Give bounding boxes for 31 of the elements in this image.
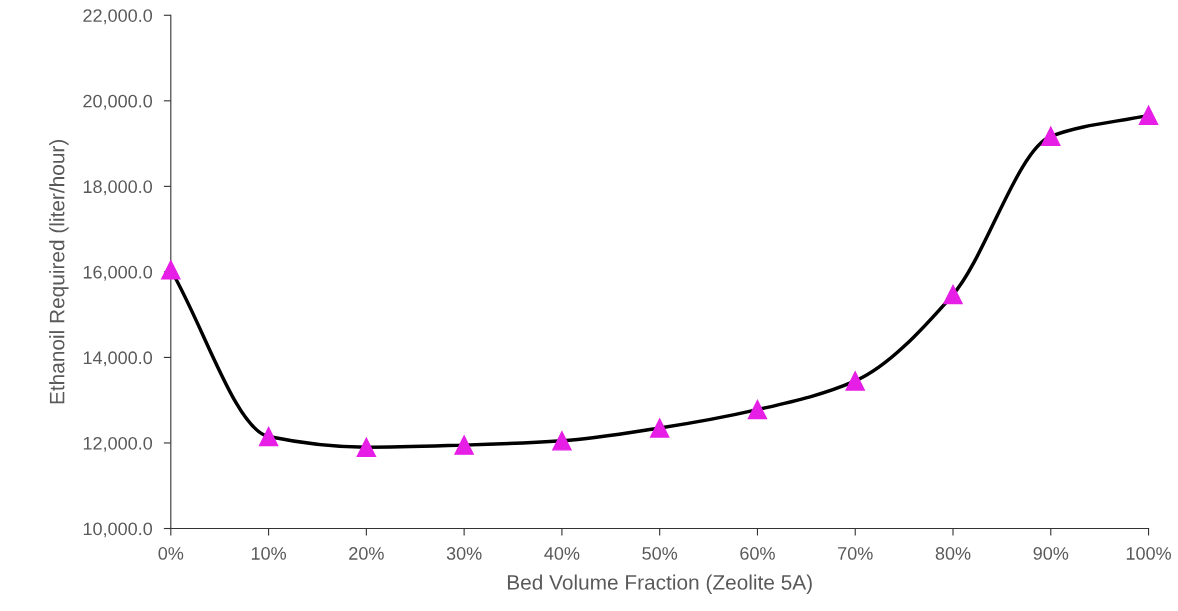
point: [1138, 105, 1159, 126]
y-tick-label: 20,000.0: [83, 94, 153, 110]
x-tick-label: 40%: [544, 547, 580, 560]
y-tick-label: 22,000.0: [83, 9, 153, 25]
x-tick-label: 90%: [1033, 547, 1069, 560]
x-tick-label: 50%: [642, 547, 678, 560]
point: [747, 399, 768, 420]
y-tick-label: 12,000.0: [83, 436, 153, 452]
x-tick-label: 100%: [1126, 547, 1171, 560]
x-tick-label: 10%: [251, 547, 287, 560]
point: [649, 418, 670, 438]
point: [258, 426, 279, 447]
point: [1041, 126, 1061, 147]
x-tick-label: 30%: [446, 547, 482, 560]
x-axis-title: Bed Volume Fraction (Zeolite 5A): [507, 574, 812, 594]
x-tick-label: 70%: [838, 547, 873, 560]
point: [552, 431, 572, 451]
x-tick-label: 80%: [935, 547, 971, 560]
point: [845, 371, 865, 391]
point: [454, 435, 474, 455]
point: [943, 284, 963, 305]
y-axis-title: Ethanoil Required (liter/hour): [49, 140, 69, 404]
x-tick-label: 0%: [158, 547, 184, 560]
point: [161, 260, 181, 280]
y-tick-label: 10,000.0: [83, 522, 153, 538]
point: [356, 437, 377, 457]
x-tick-label: 20%: [349, 547, 384, 560]
y-tick-label: 18,000.0: [83, 180, 153, 196]
x-tick-label: 60%: [740, 547, 775, 560]
y-tick-label: 16,000.0: [83, 265, 153, 281]
y-tick-label: 14,000.0: [83, 351, 153, 367]
